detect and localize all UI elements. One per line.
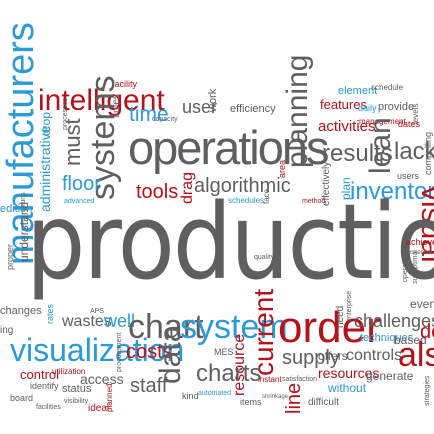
word-proper: proper [5,243,15,270]
word-processes: processes [62,98,69,130]
word-enterprise: enterprise [346,290,353,322]
word-visibility: visibility [64,398,89,405]
word-achieve: achieve [406,237,434,247]
word-shrinkage: shrinkage [262,394,289,400]
word-control: control [20,367,60,382]
word-user: user [182,97,218,117]
word-quality: quality [254,254,275,261]
word-techniques: techniques [360,332,414,344]
word-features: features [320,97,367,112]
word-time: time [129,103,169,126]
word-ing: ing [0,325,14,336]
word-controls: controls [346,347,403,364]
word-edition: edition [0,203,33,215]
word-capacity: capacity [152,116,178,123]
word-efficiency: efficiency [230,103,276,115]
word-automated: automated [198,390,232,397]
word-planned: planned [105,383,114,412]
word-costs: costs [126,341,173,363]
word-procurement: procurement [116,332,123,372]
word-results: results [322,140,393,167]
word-tools: tools [136,181,179,203]
word-lack: lack [394,138,434,165]
word-even: even [410,297,434,311]
word-provide: provide [378,101,415,113]
word-work: work [207,88,219,112]
word-also: also [398,336,434,374]
word-schedules: schedules [228,196,265,205]
word-challenges: challenges [354,311,434,331]
word-activities: activities [318,118,376,135]
word-without: without [328,381,367,395]
word-inventory: inventory [350,178,434,205]
word-facilities: facilities [36,404,61,411]
word-algorithmic: algorithmic [194,175,291,197]
word-difficult: difficult [308,397,339,408]
word-wastes: wastes [62,313,112,330]
word-users: users [397,171,420,181]
word-board: board [10,393,34,403]
word-kind: kind [182,391,199,401]
word-intelligent: intelligent [38,84,165,117]
word-system: system [180,308,288,346]
word-changes: changes [0,305,42,317]
word-access: access [80,371,124,387]
word-suboptimal: suboptimal [412,250,419,284]
word-based: based [394,333,427,347]
word-drop: drop [39,111,53,136]
word-visualization: visualization [10,332,185,368]
word-schedule: schedule [371,83,404,92]
word-essential: essential [408,250,432,256]
word-lean: lean [364,117,397,174]
word-chart: chart [128,308,204,346]
word-rates: rates [45,303,55,324]
word-well: well [104,311,136,331]
word-order: order [278,303,381,352]
word-de: de [420,321,434,343]
word-satisfaction: satisfaction [282,376,318,383]
word-production: production [26,181,434,303]
word-status: status [62,383,92,395]
word-generate: generate [366,369,414,383]
word-operations: operations [128,121,329,174]
word-compelling: compelling [423,131,433,175]
word-operational: operational [402,247,409,282]
word-instant: instant [258,375,282,384]
word-staff: staff [130,375,168,397]
word-dates: dates [398,119,421,129]
word-utilization: utilization [52,367,86,376]
word-charts: charts [196,360,262,387]
word-supply: supply [282,347,340,369]
word-element: element [338,85,378,97]
word-advanced: advanced [64,198,95,205]
word-area: area [277,159,287,178]
word-offers: offers [318,349,348,363]
word-facility: facility [112,79,138,89]
word-resources: resources [318,365,380,381]
word-strategies: strategies [424,375,431,406]
word-items: items [240,397,262,407]
word-need: need [335,305,346,328]
word-management: management [359,117,406,126]
word-ideal: ideal [88,403,110,414]
word-daily: daily [358,103,377,113]
word-method: method [302,198,326,205]
word-MES: MES [214,347,234,357]
word-APS: APS [90,308,105,315]
word-identify: identify [30,381,59,391]
word-floor: floor [62,173,101,195]
